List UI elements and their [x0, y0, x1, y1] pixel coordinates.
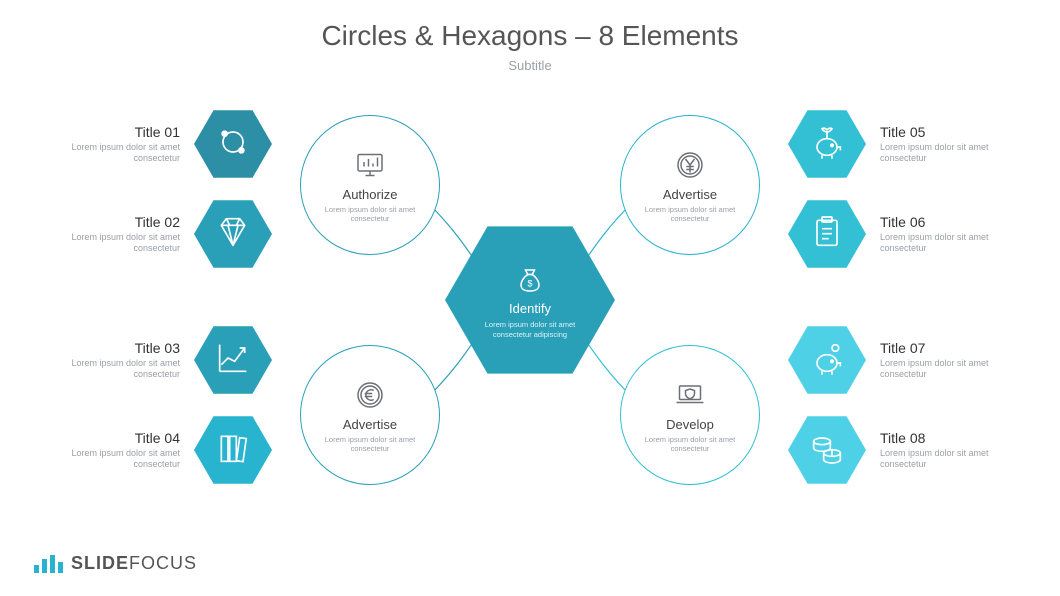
monitor-chart-icon [352, 147, 388, 183]
side-text: Title 01 Lorem ipsum dolor sit amet conse… [60, 124, 180, 165]
side-item-desc: Lorem ipsum dolor sit amet consectetur [60, 358, 180, 381]
diagram-circle: Develop Lorem ipsum dolor sit amet consec… [620, 345, 760, 485]
side-item-title: Title 04 [60, 430, 180, 446]
left-item: Title 04 Lorem ipsum dolor sit amet conse… [60, 411, 272, 489]
circle-label: Advertise [663, 187, 717, 202]
hexagon-badge [194, 105, 272, 183]
diagram-circle: Advertise Lorem ipsum dolor sit amet cons… [300, 345, 440, 485]
center-hex-desc: Lorem ipsum dolor sit amet consectetur a… [475, 320, 585, 340]
right-column: Title 05 Lorem ipsum dolor sit amet conse… [788, 105, 1000, 489]
rotation-icon [213, 122, 253, 167]
hexagon-badge [194, 321, 272, 399]
side-item-title: Title 01 [60, 124, 180, 140]
side-item-desc: Lorem ipsum dolor sit amet consectetur [60, 448, 180, 471]
hexagon-badge [788, 321, 866, 399]
side-text: Title 03 Lorem ipsum dolor sit amet conse… [60, 340, 180, 381]
side-text: Title 04 Lorem ipsum dolor sit amet conse… [60, 430, 180, 471]
circle-label: Advertise [343, 417, 397, 432]
side-item-title: Title 06 [880, 214, 1000, 230]
clipboard-icon [807, 212, 847, 257]
right-item: Title 06 Lorem ipsum dolor sit amet conse… [788, 195, 1000, 273]
left-item: Title 02 Lorem ipsum dolor sit amet conse… [60, 195, 272, 273]
side-text: Title 02 Lorem ipsum dolor sit amet conse… [60, 214, 180, 255]
circle-desc: Lorem ipsum dolor sit amet consectetur [633, 435, 747, 454]
side-text: Title 08 Lorem ipsum dolor sit amet conse… [880, 430, 1000, 471]
side-item-desc: Lorem ipsum dolor sit amet consectetur [880, 142, 1000, 165]
diamond-icon [213, 212, 253, 257]
right-item: Title 07 Lorem ipsum dolor sit amet conse… [788, 321, 1000, 399]
side-item-desc: Lorem ipsum dolor sit amet consectetur [60, 232, 180, 255]
page-title: Circles & Hexagons – 8 Elements [0, 20, 1060, 52]
hexagon-badge [788, 105, 866, 183]
circle-desc: Lorem ipsum dolor sit amet consectetur [313, 205, 427, 224]
side-item-title: Title 05 [880, 124, 1000, 140]
side-item-title: Title 03 [60, 340, 180, 356]
circle-desc: Lorem ipsum dolor sit amet consectetur [313, 435, 427, 454]
side-text: Title 07 Lorem ipsum dolor sit amet conse… [880, 340, 1000, 381]
center-hex-label: Identify [509, 301, 551, 316]
laptop-shield-icon [672, 377, 708, 413]
left-item: Title 03 Lorem ipsum dolor sit amet conse… [60, 321, 272, 399]
hexagon-badge [788, 411, 866, 489]
euro-badge-icon [352, 377, 388, 413]
circle-label: Authorize [343, 187, 398, 202]
hexagon-badge [788, 195, 866, 273]
side-item-desc: Lorem ipsum dolor sit amet consectetur [60, 142, 180, 165]
right-item: Title 05 Lorem ipsum dolor sit amet conse… [788, 105, 1000, 183]
circle-label: Develop [666, 417, 714, 432]
side-text: Title 06 Lorem ipsum dolor sit amet conse… [880, 214, 1000, 255]
brand-logo: SLIDEFOCUS [34, 553, 197, 574]
logo-bars-icon [34, 555, 63, 573]
side-item-title: Title 08 [880, 430, 1000, 446]
piggy-coin-icon [807, 338, 847, 383]
page-subtitle: Subtitle [0, 58, 1060, 73]
center-diagram: Authorize Lorem ipsum dolor sit amet cons… [300, 105, 760, 495]
circle-desc: Lorem ipsum dolor sit amet consectetur [633, 205, 747, 224]
logo-text: SLIDEFOCUS [71, 553, 197, 574]
side-item-desc: Lorem ipsum dolor sit amet consectetur [880, 232, 1000, 255]
side-item-title: Title 07 [880, 340, 1000, 356]
side-text: Title 05 Lorem ipsum dolor sit amet conse… [880, 124, 1000, 165]
side-item-desc: Lorem ipsum dolor sit amet consectetur [880, 358, 1000, 381]
books-icon [213, 428, 253, 473]
coins-icon [807, 428, 847, 473]
side-item-desc: Lorem ipsum dolor sit amet consectetur [880, 448, 1000, 471]
hexagon-badge [194, 411, 272, 489]
left-column: Title 01 Lorem ipsum dolor sit amet conse… [60, 105, 272, 489]
right-item: Title 08 Lorem ipsum dolor sit amet conse… [788, 411, 1000, 489]
money-bag-icon [512, 261, 548, 297]
yen-badge-icon [672, 147, 708, 183]
diagram-circle: Advertise Lorem ipsum dolor sit amet cons… [620, 115, 760, 255]
left-item: Title 01 Lorem ipsum dolor sit amet conse… [60, 105, 272, 183]
hexagon-badge [194, 195, 272, 273]
piggy-plant-icon [807, 122, 847, 167]
slide-root: Circles & Hexagons – 8 Elements Subtitle… [0, 0, 1060, 596]
growth-chart-icon [213, 338, 253, 383]
side-item-title: Title 02 [60, 214, 180, 230]
diagram-circle: Authorize Lorem ipsum dolor sit amet cons… [300, 115, 440, 255]
